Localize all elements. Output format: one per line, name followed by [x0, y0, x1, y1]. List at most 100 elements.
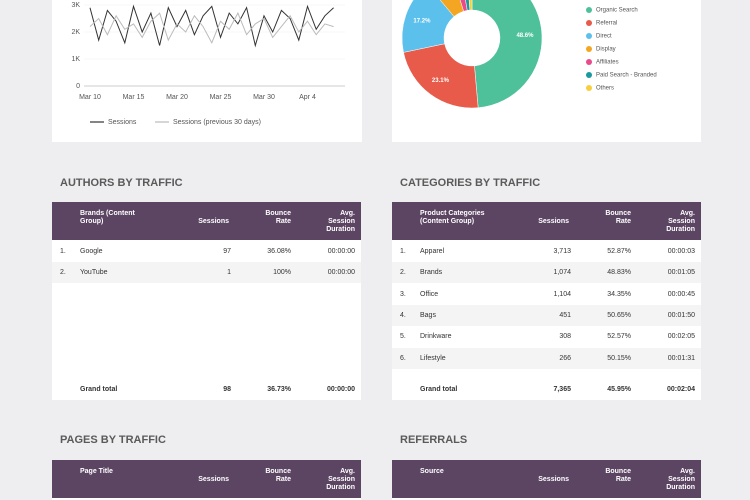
legend-label: Sessions [108, 119, 137, 126]
section-title: REFERRALS [400, 434, 468, 446]
legend-label: Direct [596, 34, 612, 40]
legend-label: Sessions (previous 30 days) [173, 119, 261, 126]
table-row: 6. Lifestyle 266 50.15% 00:01:31 [392, 347, 701, 369]
table: Brands (Content Group) Sessions Bounce Rat… [52, 202, 361, 400]
column-header: Avg. Session Duration [666, 468, 695, 491]
table-cell: 00:00:00 [327, 248, 355, 255]
table-cell: 50.15% [607, 354, 631, 362]
total-cell: Grand total [80, 386, 118, 393]
series-line [89, 4, 334, 48]
slice-label: 23.1% [432, 78, 450, 84]
y-tick-label: 1K [71, 56, 80, 63]
table-cell: 00:00:03 [667, 248, 695, 255]
table-cell: 1 [227, 269, 231, 277]
total-cell: 00:02:04 [666, 386, 695, 393]
table-cell: 36.08% [267, 248, 291, 255]
table-cell: 3. [400, 290, 406, 298]
column-header: Bounce Rate [265, 210, 291, 225]
table-row: 5. Drinkware 308 52.57% 00:02:05 [392, 326, 701, 347]
table-cell: 1. [60, 248, 66, 255]
table: Page Title Sessions Bounce Rate Avg. Sessio… [52, 460, 361, 500]
column-header: Avg. Session Duration [326, 468, 355, 491]
table-cell: Google [80, 248, 103, 255]
table-cell: 50.65% [607, 311, 631, 319]
table-row: 3. Office 1,104 34.35% 00:00:45 [392, 284, 701, 305]
column-header: Brands (Content Group) [80, 210, 135, 225]
table-header [52, 202, 361, 240]
legend-label: Referral [596, 21, 617, 27]
table-cell: 1,104 [553, 290, 571, 298]
table-header [392, 460, 701, 498]
table-cell: Office [420, 290, 439, 298]
column-header: Page Title [80, 468, 113, 475]
table-cell: 3,713 [553, 248, 571, 255]
table-cell: Drinkware [420, 333, 452, 341]
legend-label: Display [596, 47, 616, 53]
legend-label: Paid Search - Branded [596, 73, 657, 79]
table-row: 1. Google 97 36.08% 00:00:00 [52, 241, 361, 262]
table-cell: 48.83% [607, 269, 631, 277]
table-cell: 1. [400, 248, 406, 255]
series-line [89, 11, 334, 44]
column-header: Product Categories (Content Group) [420, 210, 485, 225]
table-cell: 00:01:31 [667, 354, 695, 362]
section-title: CATEGORIES BY TRAFFIC [400, 177, 541, 189]
column-header: Avg. Session Duration [666, 210, 695, 233]
table-cell: YouTube [80, 269, 108, 277]
x-tick-label: Apr 4 [299, 94, 316, 101]
table-cell: Lifestyle [420, 354, 446, 362]
legend-marker [586, 85, 592, 91]
column-header: Bounce Rate [265, 468, 291, 483]
column-header: Bounce Rate [605, 468, 631, 483]
x-tick-label: Mar 15 [123, 94, 145, 101]
column-header: Avg. Session Duration [326, 210, 355, 233]
section-title: PAGES BY TRAFFIC [60, 434, 166, 446]
table: Product Categories (Content Group) Sessio… [392, 202, 701, 400]
legend-label: Others [596, 86, 614, 92]
table-cell: Apparel [420, 248, 445, 255]
section-title: AUTHORS BY TRAFFIC [60, 177, 183, 189]
table-row: 1. Apparel 3,713 52.87% 00:00:03 [392, 241, 701, 262]
table-cell: 5. [400, 333, 406, 341]
slice-label: 17.2% [413, 18, 431, 24]
total-row: Grand total 98 36.73% 00:00:00 [52, 379, 361, 400]
table-cell: 451 [559, 311, 571, 319]
column-header: Source [420, 468, 444, 475]
table-cell: 6. [400, 354, 406, 362]
slice-label: 48.6% [516, 33, 534, 39]
legend-marker [586, 72, 592, 78]
table-cell: 00:00:00 [327, 269, 355, 277]
total-cell: 98 [223, 386, 231, 393]
table-cell: 1,074 [553, 269, 571, 277]
pie-slice [403, 43, 479, 109]
total-cell: 36.73% [267, 386, 291, 393]
legend-label: Organic Search [596, 8, 638, 14]
table-cell: 266 [559, 354, 571, 362]
legend-marker [586, 7, 592, 13]
table-header [52, 460, 361, 498]
table-cell: 2. [400, 269, 406, 277]
table-cell: 00:02:05 [667, 333, 695, 341]
table-cell: 4. [400, 311, 406, 319]
column-header: Bounce Rate [605, 210, 631, 225]
legend-label: Affiliates [596, 60, 619, 66]
table-row: 2. Brands 1,074 48.83% 00:01:05 [392, 262, 701, 284]
y-tick-label: 2K [71, 29, 80, 36]
column-header: Sessions [198, 476, 229, 483]
x-tick-label: Mar 30 [253, 94, 275, 101]
column-header: Sessions [538, 476, 569, 483]
total-cell: 45.95% [607, 386, 631, 393]
table-cell: 308 [559, 333, 571, 341]
total-cell: Grand total [420, 386, 458, 393]
x-tick-label: Mar 20 [166, 94, 188, 101]
legend-marker [586, 33, 592, 39]
table-cell: 34.35% [607, 290, 631, 298]
pie-slice [471, 0, 543, 109]
column-header: Sessions [198, 218, 229, 225]
table-cell: Brands [420, 269, 443, 277]
table-header [392, 202, 701, 240]
table-cell: 00:00:45 [667, 290, 695, 298]
y-tick-label: 3K [71, 2, 80, 9]
column-header: Sessions [538, 218, 569, 225]
